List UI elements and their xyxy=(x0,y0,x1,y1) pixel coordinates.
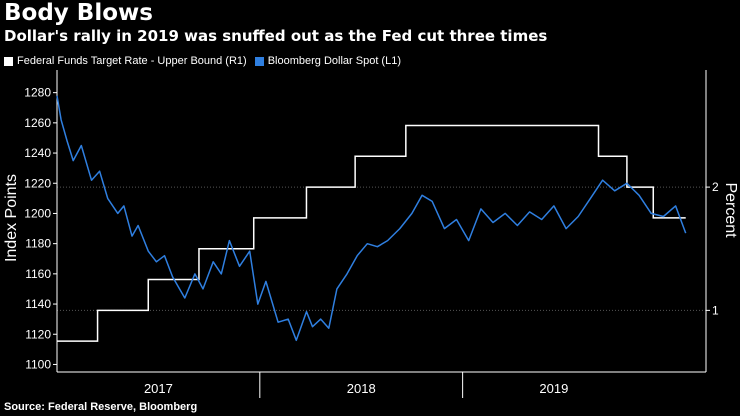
y-tick-label-1280: 1280 xyxy=(24,86,51,100)
y-axis-label-right: Percent xyxy=(722,182,739,238)
x-tick-label-2018: 2018 xyxy=(347,381,376,396)
y-tick-label-1240: 1240 xyxy=(24,146,51,160)
series-fed-funds-line xyxy=(57,124,686,342)
y2-tick-label-2: 2 xyxy=(712,180,719,194)
legend: Federal Funds Target Rate - Upper Bound … xyxy=(4,55,409,67)
legend-label-dollar-spot: Bloomberg Dollar Spot (L1) xyxy=(267,55,401,67)
y-tick-label-1200: 1200 xyxy=(24,206,51,220)
source-note: Source: Federal Reserve, Bloomberg xyxy=(4,401,198,413)
y2-tick-label-1: 1 xyxy=(712,303,719,317)
legend-swatch-dollar-spot xyxy=(254,56,264,66)
x-tick-label-2019: 2019 xyxy=(539,381,568,396)
y-tick-label-1180: 1180 xyxy=(25,237,51,251)
legend-item-dollar-spot: Bloomberg Dollar Spot (L1) xyxy=(254,55,401,67)
legend-item-fed-funds: Federal Funds Target Rate - Upper Bound … xyxy=(4,55,247,67)
legend-swatch-fed-funds xyxy=(4,56,13,66)
y-tick-label-1140: 1140 xyxy=(25,297,51,311)
y-axis-label-left: Index Points xyxy=(3,174,20,262)
chart-subtitle: Dollar's rally in 2019 was snuffed out a… xyxy=(4,27,548,45)
y-tick-label-1220: 1220 xyxy=(24,176,51,190)
x-tick-label-2017: 2017 xyxy=(144,381,173,396)
chart-title: Body Blows xyxy=(4,0,153,26)
y-tick-label-1120: 1120 xyxy=(25,327,51,341)
y-tick-label-1260: 1260 xyxy=(24,116,51,130)
y-tick-label-1100: 1100 xyxy=(25,357,51,371)
y-tick-label-1160: 1160 xyxy=(25,267,51,281)
series-dollar-spot-line xyxy=(56,95,687,342)
legend-label-fed-funds: Federal Funds Target Rate - Upper Bound … xyxy=(17,55,247,67)
